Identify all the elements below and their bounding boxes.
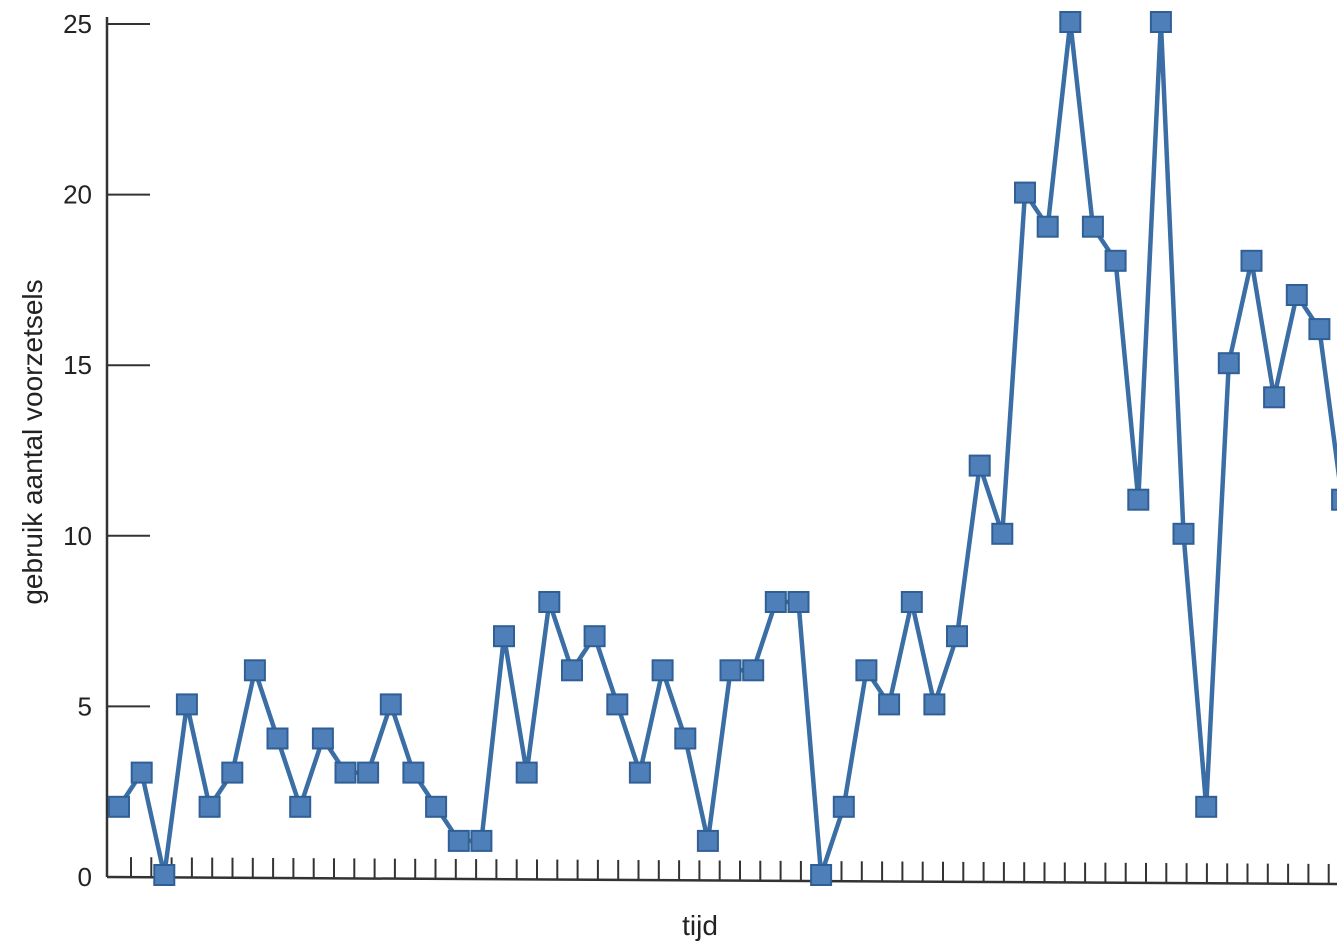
data-point-marker <box>1217 352 1240 375</box>
y-tick-label: 15 <box>63 350 92 380</box>
data-point-marker <box>357 761 380 784</box>
x-axis-line <box>106 875 1337 886</box>
data-point-marker <box>674 727 697 750</box>
data-point-marker <box>1331 488 1337 511</box>
data-point-marker <box>719 659 742 682</box>
y-tick-label: 25 <box>63 9 92 39</box>
data-point-marker <box>991 522 1014 545</box>
data-point-marker <box>810 864 833 886</box>
data-point-marker <box>1081 215 1104 238</box>
data-point-marker <box>402 761 425 784</box>
data-point-marker <box>379 693 402 716</box>
data-point-marker <box>651 659 674 682</box>
data-point-marker <box>742 659 765 682</box>
data-point-marker <box>968 454 991 477</box>
data-point-marker <box>515 761 538 784</box>
data-point-marker <box>108 795 130 818</box>
data-point-marker <box>470 829 493 852</box>
data-point-marker <box>923 693 946 716</box>
data-point-marker <box>583 625 606 648</box>
data-point-marker <box>878 693 901 716</box>
series-layer <box>108 11 1337 886</box>
data-point-marker <box>1240 249 1263 272</box>
y-tick-label: 0 <box>78 862 92 892</box>
data-point-marker <box>1172 522 1195 545</box>
data-point-marker <box>425 795 448 818</box>
data-point-marker <box>1014 181 1036 204</box>
data-point-marker <box>1149 11 1172 33</box>
y-tick-label: 5 <box>78 691 92 721</box>
data-point-marker <box>198 795 221 818</box>
data-point-marker <box>606 693 629 716</box>
data-point-marker <box>243 659 266 682</box>
data-point-marker <box>1104 249 1127 272</box>
data-point-marker <box>628 761 651 784</box>
data-point-marker <box>221 761 244 784</box>
data-point-marker <box>175 693 198 716</box>
y-tick-label: 20 <box>63 180 92 210</box>
data-point-marker <box>493 625 515 648</box>
data-point-marker <box>130 761 153 784</box>
data-point-marker <box>696 829 719 852</box>
data-point-marker <box>946 625 968 648</box>
data-point-marker <box>1036 215 1059 238</box>
data-point-marker <box>561 659 583 682</box>
data-point-marker <box>764 591 787 613</box>
data-point-marker <box>447 829 470 852</box>
x-axis-title: tijd <box>682 910 718 941</box>
data-point-marker <box>1059 11 1082 33</box>
data-point-marker <box>855 659 878 682</box>
data-point-marker <box>538 591 561 613</box>
data-point-marker <box>311 727 334 750</box>
data-point-marker <box>787 591 810 613</box>
data-point-marker <box>832 795 855 818</box>
data-point-marker <box>1195 795 1218 818</box>
y-tick-label: 10 <box>63 521 92 551</box>
series-line <box>117 19 1337 878</box>
x-axis <box>106 857 1337 886</box>
data-point-marker <box>900 591 923 613</box>
y-axis-title: gebruik aantal voorzetsels <box>17 279 48 604</box>
data-point-marker <box>1127 488 1150 511</box>
data-point-marker <box>1263 386 1286 409</box>
data-point-marker <box>334 761 357 784</box>
data-point-marker <box>153 864 176 886</box>
data-point-marker <box>289 795 312 818</box>
data-point-marker <box>1285 284 1308 306</box>
y-ticks: 0 5 10 15 20 25 <box>63 9 150 892</box>
x-ticks <box>130 857 1330 884</box>
data-point-marker <box>266 727 289 750</box>
data-point-marker <box>1308 318 1331 341</box>
